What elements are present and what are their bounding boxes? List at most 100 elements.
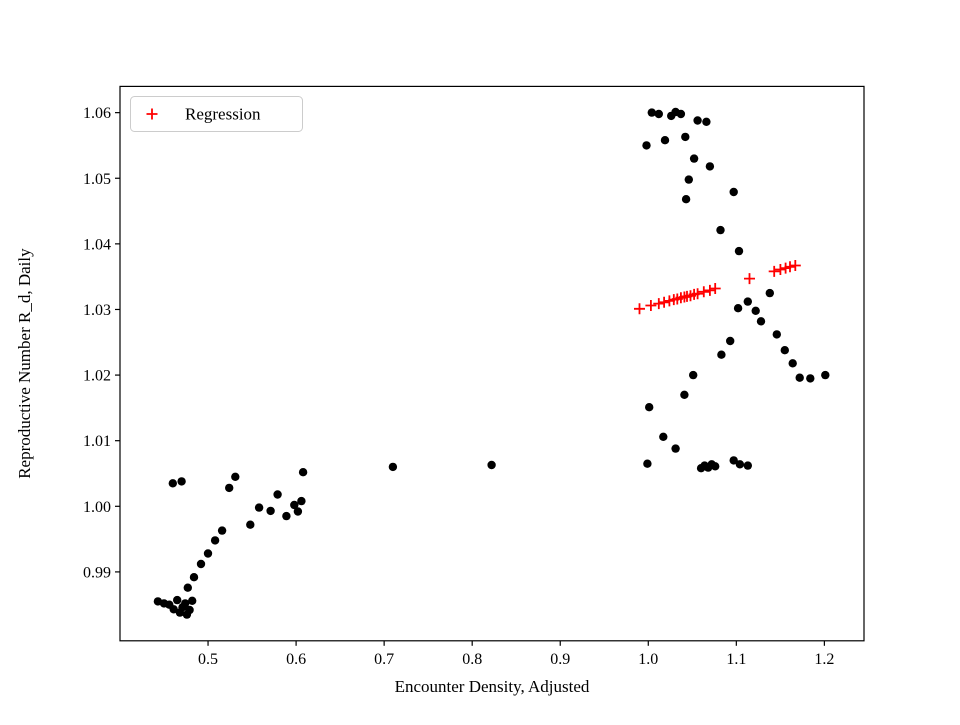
y-tick-label: 1.02: [83, 368, 111, 385]
legend: Regression: [130, 96, 303, 132]
data-point: [765, 288, 774, 298]
data-point: [654, 109, 663, 119]
data-point: [297, 496, 306, 506]
data-point: [743, 297, 752, 306]
data-point: [681, 132, 690, 142]
data-point: [806, 374, 815, 383]
plot-border: [119, 85, 865, 642]
data-point: [183, 583, 192, 592]
data-point: [733, 304, 743, 313]
data-point: [689, 370, 698, 380]
data-point: [676, 109, 686, 119]
data-point: [795, 373, 804, 382]
x-tick-label: 0.5: [198, 651, 218, 668]
x-tick-label: 1.1: [726, 651, 746, 668]
ticks-layer: 0.5 0.6 0.7 0.8 0.9 1.0 1.1 1.2 0.99 1.00 1.01 1.02…: [83, 105, 834, 668]
x-tick-label: 0.6: [286, 651, 306, 668]
data-point: [173, 595, 182, 605]
y-axis-label: Reproductive Number R_d, Daily: [15, 248, 34, 479]
data-point: [743, 461, 752, 470]
regression-point: [789, 260, 801, 271]
points-layer: [153, 107, 830, 619]
x-tick-label: 1.0: [638, 651, 658, 668]
data-point: [716, 225, 725, 235]
y-tick-label: 1.03: [83, 302, 111, 319]
data-point: [680, 390, 689, 399]
data-point: [660, 136, 670, 145]
data-point: [711, 462, 720, 471]
data-point: [168, 479, 177, 488]
data-point: [217, 526, 227, 535]
data-point: [266, 506, 275, 516]
data-point: [177, 477, 186, 486]
data-point: [751, 306, 760, 315]
data-point: [210, 536, 220, 545]
x-tick-label: 0.7: [374, 651, 394, 668]
data-point: [246, 520, 255, 529]
data-point: [681, 195, 691, 204]
data-point: [684, 175, 693, 184]
y-tick-label: 1.01: [83, 433, 111, 450]
data-point: [693, 116, 702, 125]
data-point: [293, 507, 303, 516]
data-point: [298, 468, 308, 477]
data-point: [788, 359, 797, 368]
data-point: [643, 459, 652, 468]
regression-point: [698, 286, 710, 298]
regression-point: [692, 288, 704, 300]
data-point: [189, 573, 199, 582]
regression-point: [704, 284, 716, 296]
y-tick-label: 1.04: [83, 236, 111, 253]
regression-point: [658, 296, 670, 308]
data-point: [169, 605, 178, 614]
data-point: [273, 490, 282, 499]
data-point: [642, 141, 651, 150]
data-point: [203, 549, 213, 558]
regression-point: [634, 303, 645, 315]
data-point: [196, 559, 206, 569]
data-point: [487, 460, 496, 470]
data-point: [231, 472, 240, 481]
data-point: [388, 462, 398, 472]
regression-point: [653, 298, 665, 310]
data-point: [729, 456, 738, 465]
regression-point: [768, 265, 780, 277]
data-point: [756, 317, 766, 326]
data-point: [185, 605, 194, 615]
data-point: [645, 403, 654, 412]
regression-point: [709, 283, 721, 294]
regression-point: [784, 261, 796, 273]
y-tick-label: 1.05: [83, 171, 111, 188]
data-point: [647, 108, 656, 117]
data-point: [705, 162, 715, 171]
y-tick-label: 1.00: [83, 499, 111, 516]
x-axis-label: Encounter Density, Adjusted: [395, 677, 590, 696]
data-point: [702, 117, 711, 127]
data-point: [821, 370, 830, 380]
regression-point: [774, 264, 786, 275]
data-point: [225, 483, 234, 493]
legend-label: Regression: [185, 105, 261, 124]
regression-point: [744, 273, 755, 285]
data-point: [735, 460, 745, 469]
x-tick-label: 0.9: [550, 651, 570, 668]
data-point: [290, 500, 299, 510]
data-point: [188, 596, 197, 605]
data-point: [671, 444, 680, 453]
data-point: [772, 330, 781, 339]
y-tick-label: 0.99: [83, 564, 111, 581]
legend-frame: [130, 96, 303, 132]
data-point: [689, 154, 699, 163]
data-point: [717, 350, 726, 359]
data-point: [729, 187, 738, 197]
data-point: [726, 336, 735, 346]
data-point: [282, 511, 291, 521]
data-point: [181, 599, 190, 608]
data-point: [780, 346, 789, 355]
x-tick-label: 0.8: [462, 651, 482, 668]
legend-plus-icon: [146, 108, 158, 120]
data-point: [254, 503, 264, 512]
y-tick-label: 1.06: [83, 105, 111, 122]
